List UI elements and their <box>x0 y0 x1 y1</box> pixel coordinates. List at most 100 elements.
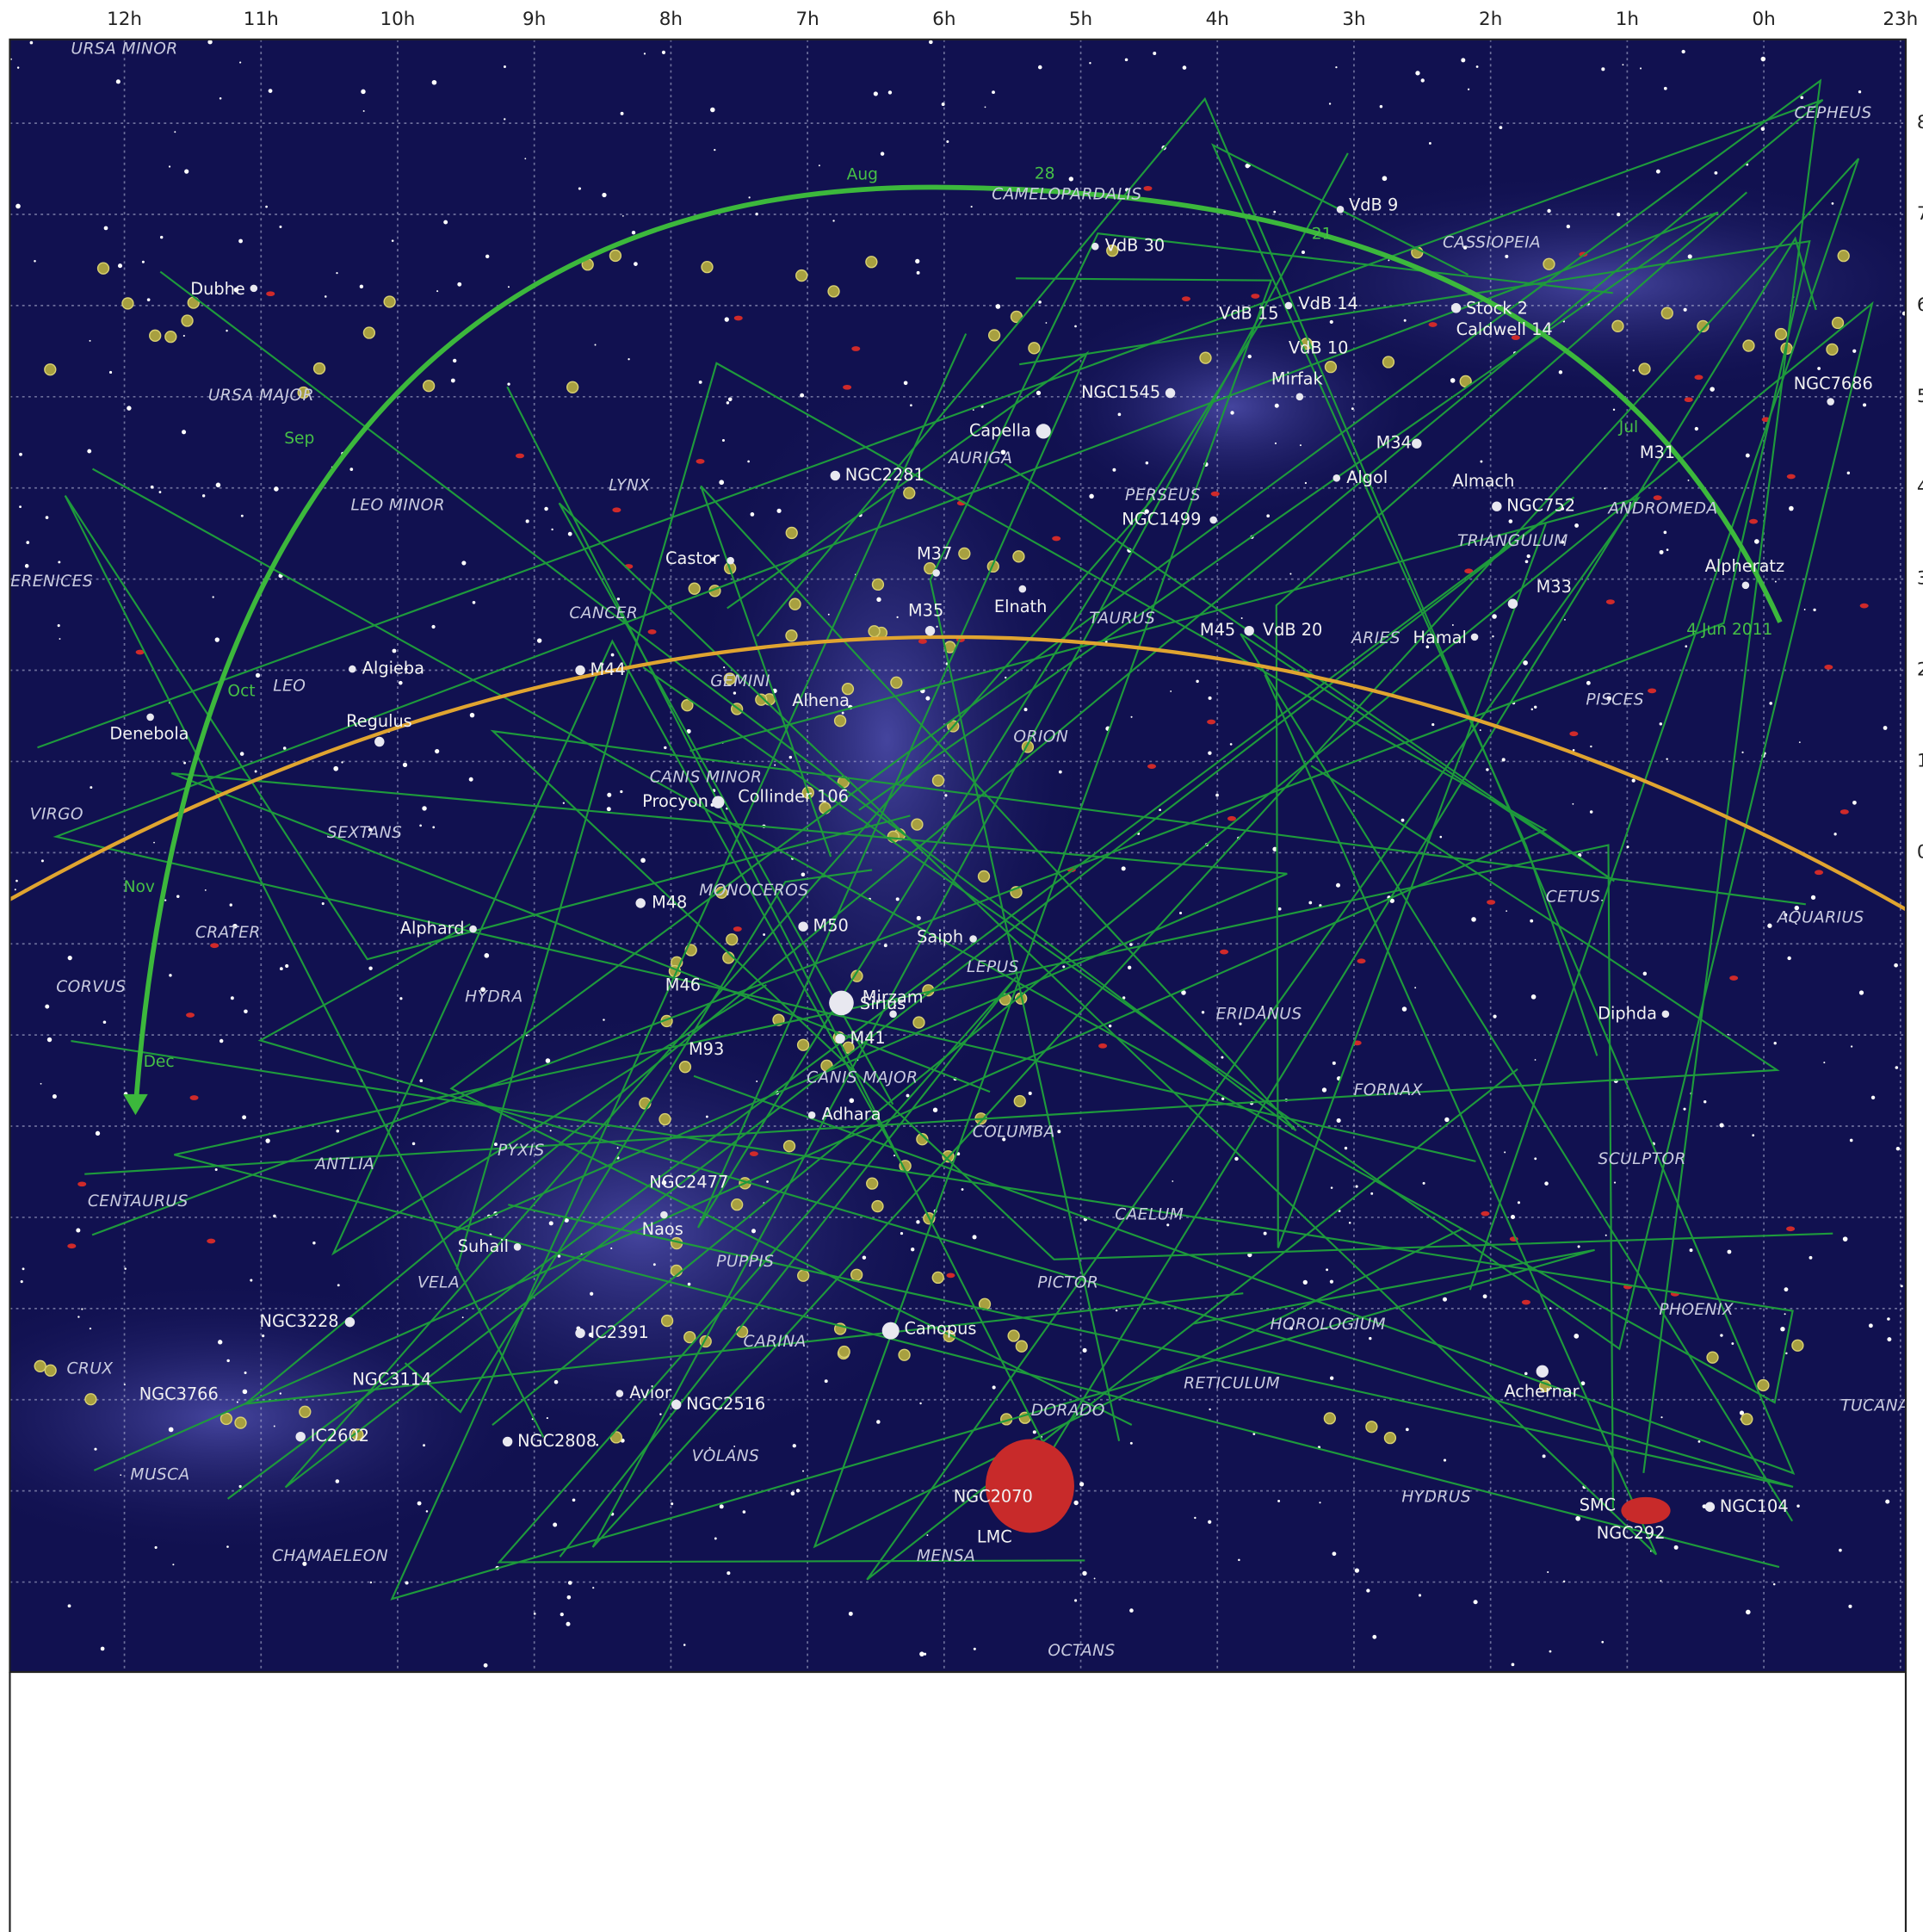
star <box>1355 1185 1358 1188</box>
cluster <box>422 380 436 393</box>
star <box>1272 846 1277 851</box>
star <box>19 452 22 456</box>
galaxy <box>210 943 220 949</box>
star <box>1369 1336 1372 1341</box>
milky-way <box>1035 295 1430 518</box>
star <box>153 841 155 844</box>
galaxy <box>207 1238 216 1244</box>
star <box>1510 1214 1516 1220</box>
star <box>1277 907 1282 911</box>
star <box>1234 1156 1239 1161</box>
star <box>1166 1223 1170 1227</box>
star <box>1839 1548 1842 1552</box>
star <box>1471 917 1476 922</box>
star <box>1181 990 1186 995</box>
galaxy <box>851 346 861 351</box>
star <box>1129 1441 1133 1445</box>
cluster <box>566 381 579 393</box>
star <box>800 393 805 398</box>
star <box>1000 449 1006 455</box>
star <box>1754 539 1759 544</box>
cluster <box>772 1013 785 1026</box>
star <box>1415 71 1420 76</box>
star <box>226 329 228 332</box>
object-label: Mirfak <box>1271 368 1324 388</box>
star <box>40 1082 42 1085</box>
star <box>120 1474 122 1477</box>
constellation-line <box>390 333 1595 1601</box>
star <box>1506 910 1507 913</box>
cluster <box>977 870 991 883</box>
star <box>1789 505 1794 511</box>
galaxy <box>1147 764 1157 770</box>
galaxy <box>1357 958 1366 964</box>
star <box>1530 994 1537 1000</box>
star <box>1493 1014 1497 1019</box>
star <box>1601 899 1603 901</box>
cluster <box>362 326 376 339</box>
cluster <box>44 363 57 376</box>
star <box>1760 127 1765 131</box>
star <box>742 1510 746 1514</box>
comet-date: 4 Jun 2011 <box>1686 621 1772 639</box>
star <box>233 287 239 293</box>
star <box>1028 1091 1032 1095</box>
star <box>1062 965 1066 969</box>
star <box>1784 1313 1786 1316</box>
star <box>566 1621 571 1626</box>
constellation-name: LEO MINOR <box>351 496 446 514</box>
star <box>557 1254 561 1258</box>
constellation-name: AQUARIUS <box>1777 909 1864 927</box>
constellation-name: SEXTANS <box>327 824 402 842</box>
star <box>802 1470 805 1472</box>
star <box>1370 1192 1374 1195</box>
constellation-line <box>71 468 1794 1404</box>
star <box>493 1142 498 1147</box>
comet-date: Oct <box>227 682 255 700</box>
star <box>1685 645 1688 648</box>
star <box>610 1247 613 1250</box>
star <box>1379 105 1383 108</box>
star <box>239 61 242 64</box>
galaxy <box>1840 809 1849 814</box>
galaxy <box>1684 397 1693 403</box>
star <box>944 794 948 797</box>
cluster <box>1660 307 1673 319</box>
object-label: VdB 15 <box>1219 303 1278 323</box>
star <box>362 109 365 112</box>
star <box>1492 614 1497 619</box>
star <box>1451 624 1454 626</box>
star <box>1666 548 1669 551</box>
star <box>1405 1427 1409 1432</box>
star <box>1002 1137 1006 1142</box>
star <box>176 895 180 898</box>
star <box>1508 519 1513 523</box>
star <box>1586 680 1591 685</box>
star <box>1058 770 1062 774</box>
constellation-line <box>1275 191 1748 1248</box>
star <box>361 89 366 95</box>
star <box>894 1005 897 1006</box>
star <box>1673 1545 1679 1550</box>
star <box>1329 319 1333 325</box>
cluster <box>903 486 916 499</box>
star <box>1115 1309 1118 1312</box>
constellation-line <box>929 232 1613 1441</box>
star <box>1304 481 1308 485</box>
star <box>750 512 755 517</box>
galaxy <box>266 291 275 297</box>
star <box>1887 1337 1892 1342</box>
object-label: M33 <box>1537 577 1572 597</box>
cluster <box>865 256 878 269</box>
star <box>1450 378 1456 383</box>
galaxy <box>1653 495 1662 500</box>
cluster <box>1741 1413 1753 1426</box>
constellation-line <box>813 277 1463 1549</box>
constellation-name: ERIDANUS <box>1216 1005 1302 1023</box>
star <box>174 131 176 133</box>
star <box>204 889 207 891</box>
object-label: Capella <box>969 420 1031 440</box>
star <box>1354 1568 1360 1573</box>
constellation-line <box>404 869 873 1414</box>
star <box>341 761 343 764</box>
